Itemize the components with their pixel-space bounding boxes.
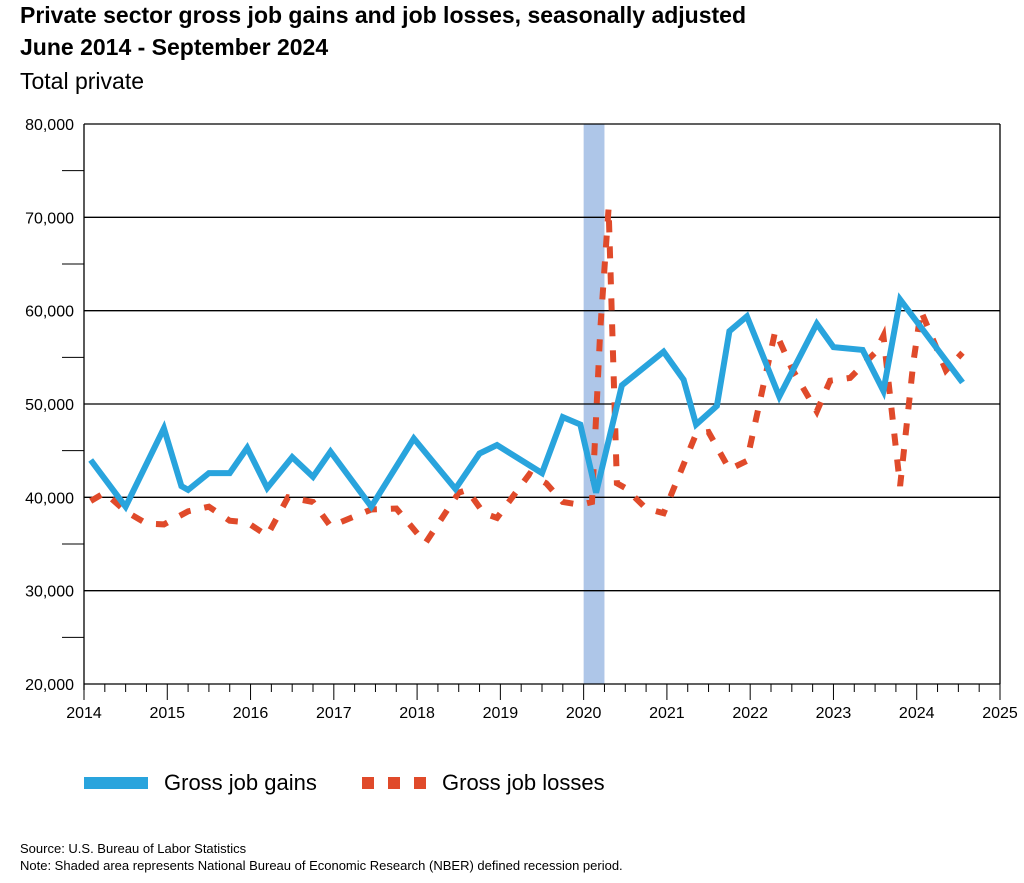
y-tick-label: 80,000 — [25, 117, 74, 134]
y-tick-label: 50,000 — [25, 397, 74, 414]
y-tick-label: 70,000 — [25, 210, 74, 227]
y-tick-label: 40,000 — [25, 490, 74, 507]
chart-title-line2: June 2014 - September 2024 — [20, 34, 329, 60]
x-tick-label: 2021 — [649, 705, 685, 722]
source-note: Source: U.S. Bureau of Labor Statistics — [20, 841, 247, 856]
legend-label-losses: Gross job losses — [442, 770, 605, 795]
x-tick-label: 2019 — [483, 705, 519, 722]
y-tick-label: 60,000 — [25, 304, 74, 321]
x-tick-label: 2016 — [233, 705, 269, 722]
x-tick-label: 2020 — [566, 705, 602, 722]
legend-swatch-gains — [84, 777, 148, 789]
legend-swatch-losses — [362, 777, 426, 789]
x-tick-label: 2017 — [316, 705, 352, 722]
x-tick-label: 2015 — [149, 705, 185, 722]
series-layer — [88, 207, 965, 549]
series-line-gross-job-losses — [89, 207, 965, 549]
chart-title-line1: Private sector gross job gains and job l… — [20, 2, 747, 28]
x-tick-label: 2014 — [66, 705, 102, 722]
legend-item-losses: Gross job losses — [362, 768, 605, 798]
x-tick-label: 2023 — [816, 705, 852, 722]
x-tick-label: 2025 — [982, 705, 1018, 722]
y-tick-label: 30,000 — [25, 584, 74, 601]
x-tick-label: 2022 — [732, 705, 768, 722]
x-tick-label: 2024 — [899, 705, 935, 722]
axis-layer: 20,000 30,000 40,000 50,000 60,000 70,000 80,0… — [25, 117, 1018, 722]
legend-item-gains: Gross job gains — [84, 768, 317, 798]
line-chart: 20,000 30,000 40,000 50,000 60,000 70,000 80,0… — [25, 117, 1018, 722]
chart-subtitle: Total private — [20, 68, 145, 94]
recession-note: Note: Shaded area represents National Bu… — [20, 858, 623, 873]
grid-layer — [84, 123, 1000, 685]
x-tick-label: 2018 — [399, 705, 435, 722]
y-tick-label: 20,000 — [25, 677, 74, 694]
series-line-gross-job-gains — [88, 292, 965, 513]
legend-label-gains: Gross job gains — [164, 770, 317, 795]
